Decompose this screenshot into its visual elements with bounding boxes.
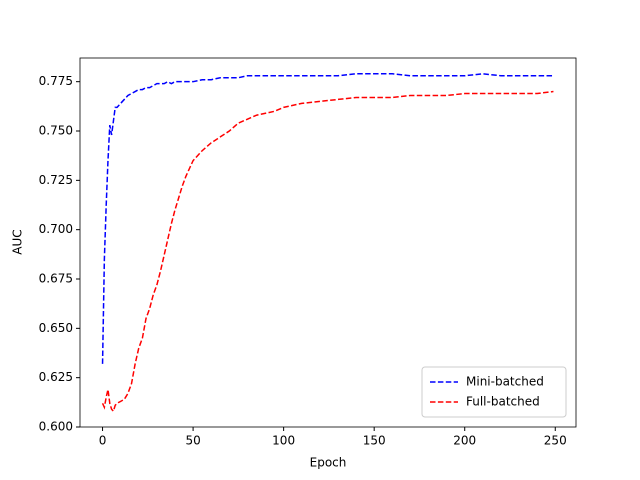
x-axis-label: Epoch — [310, 456, 347, 470]
axes-frame — [79, 57, 577, 428]
y-tick-label: 0.675 — [39, 272, 73, 286]
x-tick-label: 250 — [544, 434, 567, 448]
legend-label: Full-batched — [466, 395, 540, 409]
x-tick-label: 200 — [453, 434, 476, 448]
data-line — [101, 73, 554, 364]
y-tick-label: 0.600 — [39, 420, 73, 434]
legend-label: Mini-batched — [466, 375, 544, 389]
legend-box — [421, 366, 567, 418]
y-tick-label: 0.650 — [39, 321, 73, 335]
x-tick-label: 100 — [272, 434, 295, 448]
x-tick-label: 0 — [99, 434, 107, 448]
y-tick-label: 0.625 — [39, 370, 73, 384]
y-tick-label: 0.725 — [39, 173, 73, 187]
y-tick-label: 0.775 — [39, 74, 73, 88]
y-tick-label: 0.700 — [39, 222, 73, 236]
y-axis-label: AUC — [11, 229, 25, 254]
x-tick-label: 150 — [363, 434, 386, 448]
y-tick-label: 0.750 — [39, 124, 73, 138]
data-line — [101, 90, 554, 413]
x-tick-label: 50 — [185, 434, 200, 448]
